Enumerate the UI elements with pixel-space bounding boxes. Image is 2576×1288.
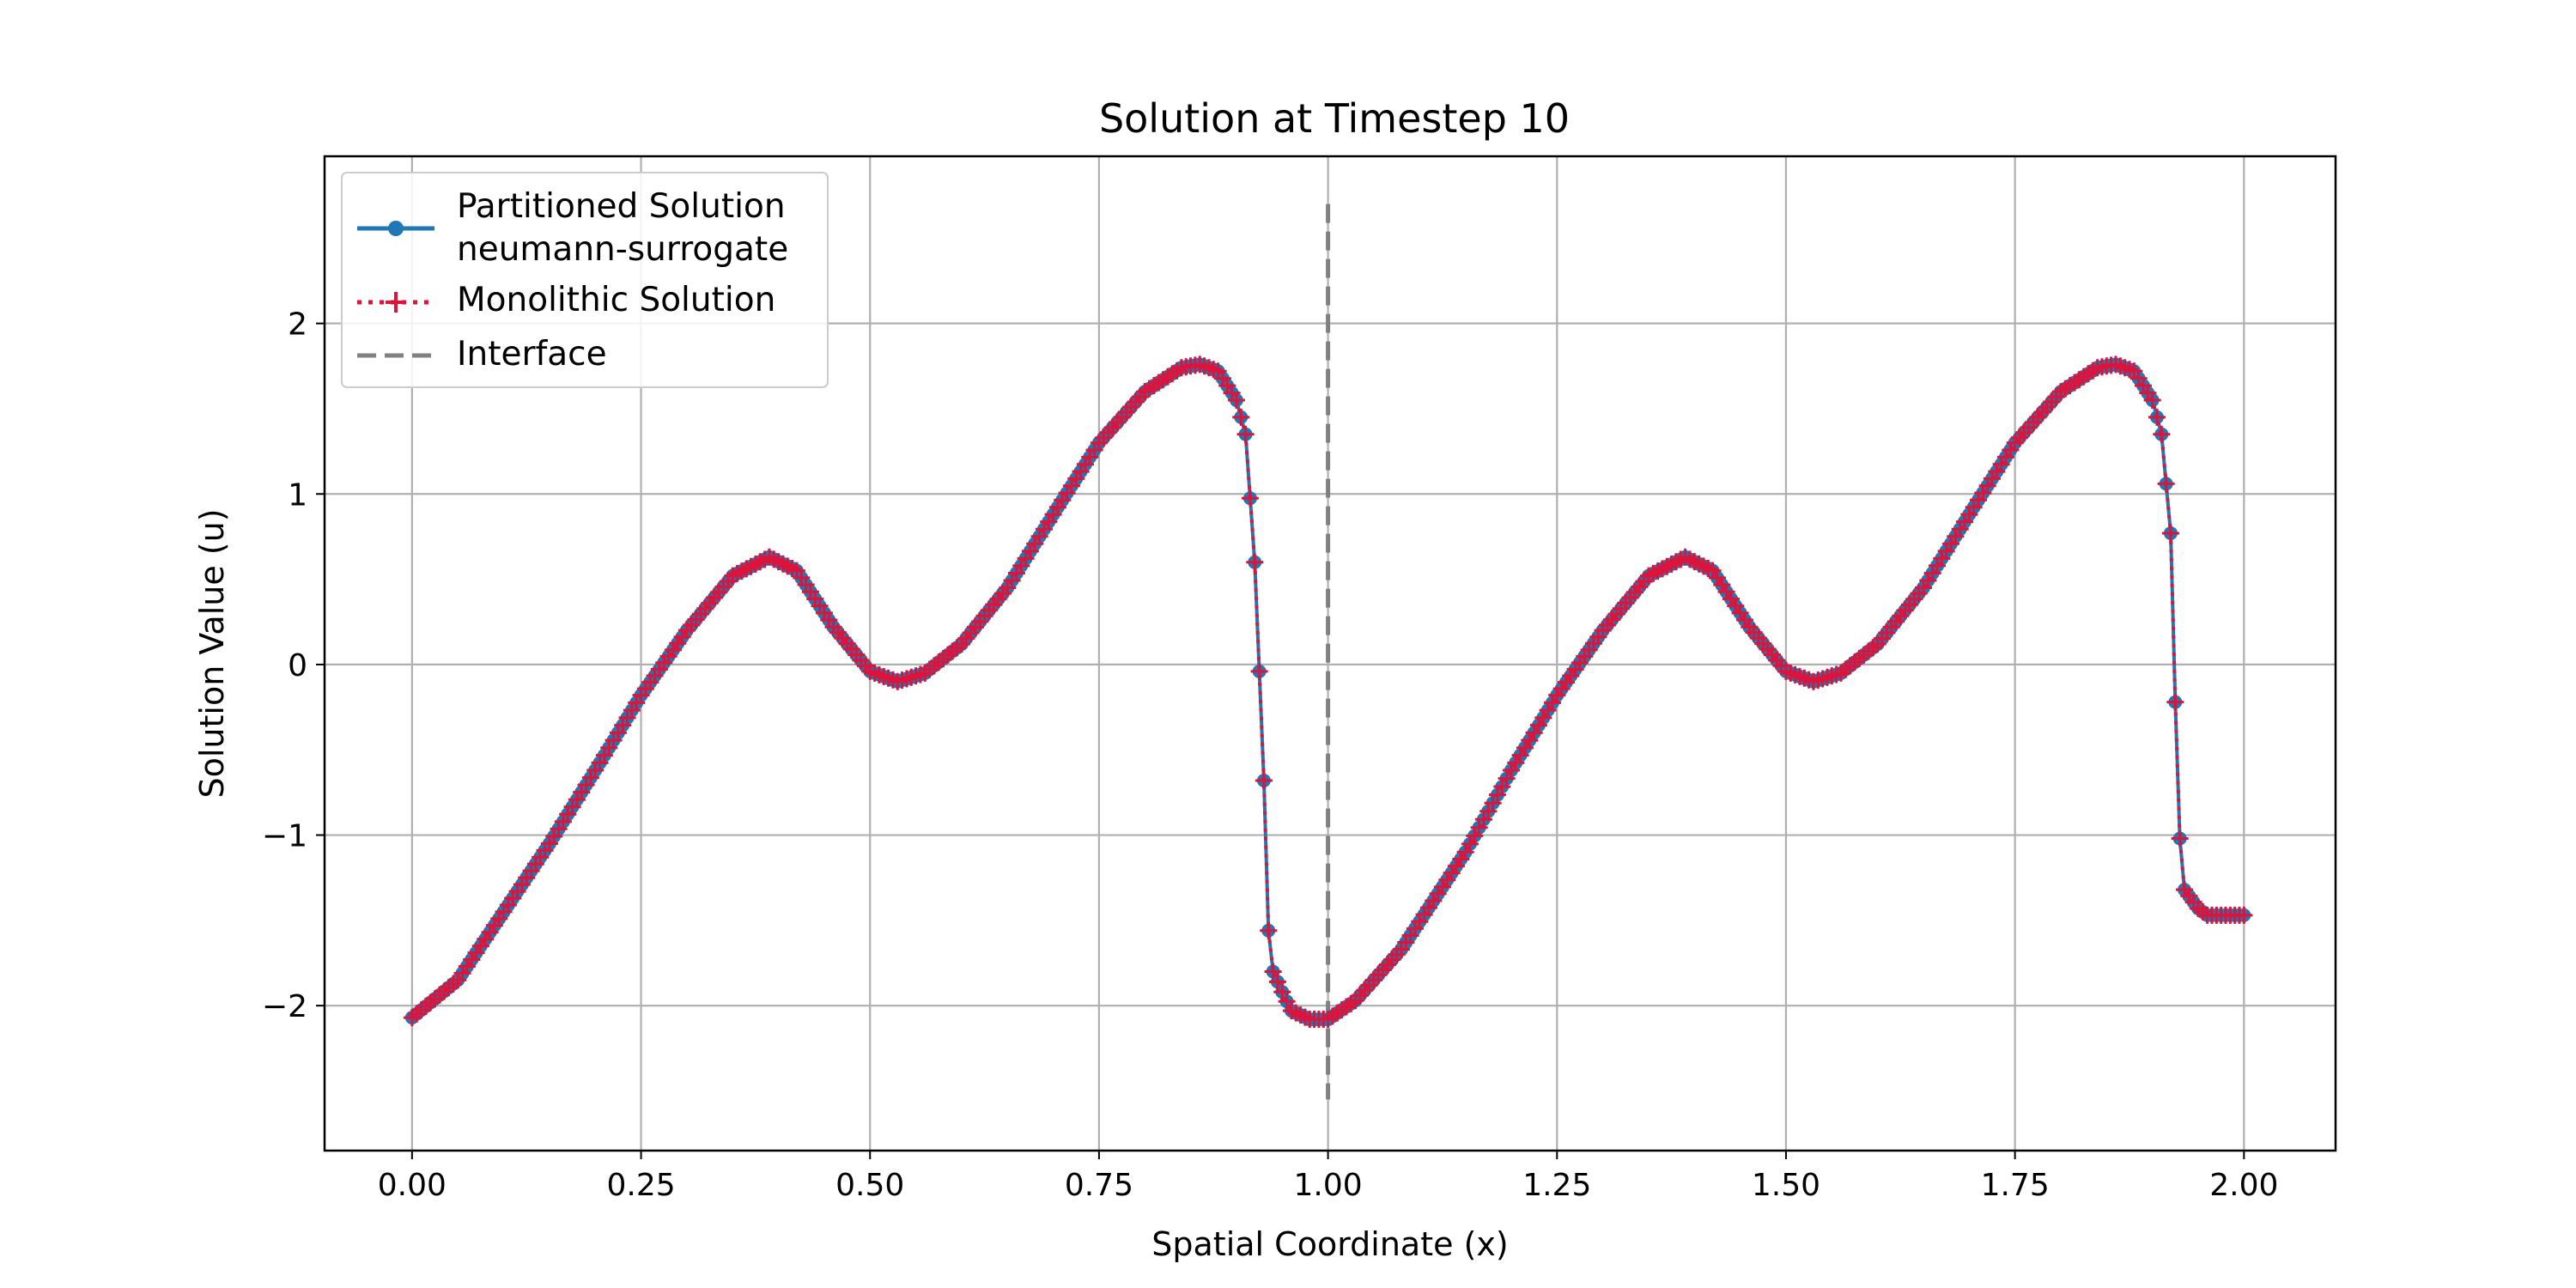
- y-tick-label: 2: [288, 307, 307, 343]
- legend-label-partitioned-line: neumann-surrogate: [457, 230, 788, 269]
- monolithic-point: [1227, 392, 1245, 410]
- x-tick-label: 0.25: [606, 1168, 675, 1203]
- monolithic-point: [2235, 906, 2253, 924]
- monolithic-point: [1273, 983, 1291, 1001]
- monolithic-point: [1241, 489, 1259, 507]
- monolithic-point: [1264, 963, 1282, 981]
- series-layer: [403, 355, 2253, 1029]
- x-tick-label: 0.00: [378, 1168, 447, 1203]
- legend-label-interface: Interface: [457, 335, 607, 374]
- y-tick-label: −2: [262, 989, 307, 1024]
- x-tick-label: 1.00: [1294, 1168, 1363, 1203]
- legend-box: [341, 172, 829, 388]
- monolithic-point: [1255, 771, 1273, 789]
- monolithic-point: [1260, 921, 1278, 939]
- monolithic-point: [1232, 408, 1250, 426]
- legend-marker-monolithic: [386, 292, 406, 313]
- y-tick-label: 0: [288, 648, 307, 683]
- x-tick-label: 2.00: [2209, 1168, 2278, 1203]
- monolithic-markers: [403, 355, 2253, 1029]
- monolithic-point: [2171, 829, 2189, 848]
- x-tick-label: 1.75: [1981, 1168, 2050, 1203]
- legend-swatch-partitioned: [357, 221, 434, 236]
- monolithic-point: [2143, 392, 2161, 410]
- x-tick-label: 0.75: [1065, 1168, 1133, 1203]
- plot-frame: [323, 155, 2337, 1152]
- monolithic-point: [2153, 425, 2171, 443]
- x-tick-label: 0.50: [835, 1168, 904, 1203]
- monolithic-point: [2148, 408, 2166, 426]
- legend-marker-partitioned: [388, 221, 404, 236]
- legend: Partitioned Solution neumann-surrogate Mo…: [341, 172, 829, 388]
- legend-label-monolithic: Monolithic Solution: [457, 281, 775, 319]
- monolithic-point: [1246, 553, 1264, 571]
- monolithic-point: [1236, 425, 1255, 443]
- chart-title: Solution at Timestep 10: [1099, 95, 1570, 142]
- monolithic-point: [1278, 993, 1296, 1011]
- y-tick-label: −1: [262, 819, 307, 854]
- legend-label-partitioned-line: Partitioned Solution: [457, 187, 786, 226]
- monolithic-point: [1250, 662, 1268, 680]
- monolithic-point: [2166, 693, 2184, 711]
- x-tick-label: 1.50: [1752, 1168, 1820, 1203]
- x-axis-label: Spatial Coordinate (x): [1151, 1225, 1508, 1263]
- y-tick-label: 1: [288, 477, 307, 513]
- legend-label-partitioned: Partitioned Solution neumann-surrogate: [457, 187, 788, 269]
- y-axis-label: Solution Value (u): [193, 508, 231, 798]
- monolithic-point: [1268, 973, 1286, 991]
- monolithic-point: [2157, 475, 2175, 493]
- x-tick-label: 1.25: [1522, 1168, 1591, 1203]
- monolithic-point: [2161, 524, 2179, 542]
- axis-ticks: 0.00 0.25 0.50 0.75 1.00 1.25 1.50 1.75 2.00 −2 −1…: [262, 307, 2278, 1203]
- legend-swatch-monolithic: [357, 292, 434, 313]
